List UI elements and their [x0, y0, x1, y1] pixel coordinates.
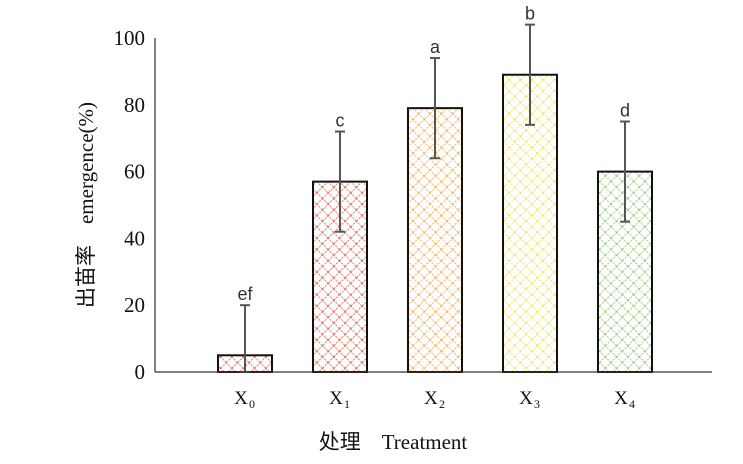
x-tick-subscript: 2	[439, 397, 445, 411]
significance-label: ef	[237, 284, 253, 304]
y-tick-label: 40	[124, 226, 145, 250]
y-tick-label: 0	[135, 360, 146, 384]
error-bar	[620, 120, 630, 223]
significance-label: d	[620, 101, 630, 121]
x-tick-subscript: 0	[249, 397, 255, 411]
y-tick-label: 80	[124, 93, 145, 117]
y-axis: 0 20 40 60 80 100	[114, 26, 156, 384]
error-bar	[335, 130, 345, 233]
x-tick-subscript: 4	[629, 397, 635, 411]
x-tick-label: X	[234, 388, 248, 409]
significance-label: b	[525, 4, 535, 24]
y-axis-title: 出苗率 emergence(%)	[74, 102, 98, 308]
x-tick-subscript: 1	[344, 397, 350, 411]
error-bar	[525, 23, 535, 126]
error-bar	[430, 57, 440, 160]
significance-labels: ef c a b d	[237, 4, 630, 305]
x-tick-label: X	[614, 388, 628, 409]
error-bars	[240, 23, 630, 373]
y-tick-label: 60	[124, 160, 145, 184]
x-tick-label: X	[329, 388, 343, 409]
x-tick-label: X	[424, 388, 438, 409]
y-tick-label: 100	[114, 26, 146, 50]
y-tick-label: 20	[124, 293, 145, 317]
x-tick-subscript: 3	[534, 397, 540, 411]
x-tick-label: X	[519, 388, 533, 409]
significance-label: a	[430, 37, 441, 57]
x-axis-title: 处理 Treatment	[319, 430, 468, 454]
significance-label: c	[336, 111, 345, 131]
